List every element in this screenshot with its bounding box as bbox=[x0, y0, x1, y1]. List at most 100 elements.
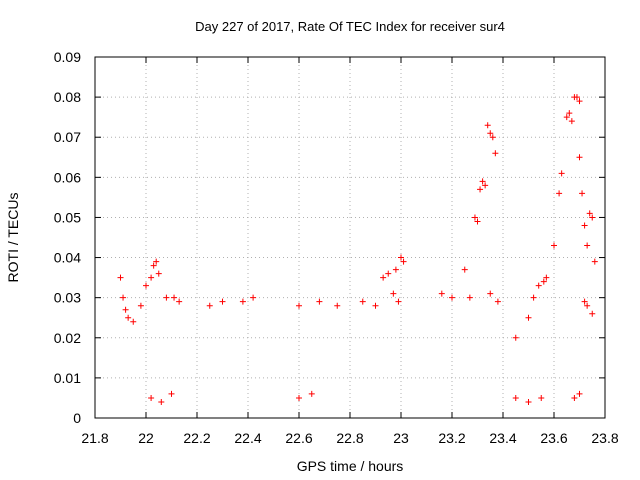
data-point bbox=[449, 294, 455, 301]
data-point bbox=[148, 274, 155, 281]
x-tick-label: 22 bbox=[138, 430, 154, 446]
data-point bbox=[239, 298, 246, 305]
data-point bbox=[176, 298, 183, 305]
data-point bbox=[484, 122, 491, 129]
data-point bbox=[206, 302, 213, 309]
data-point bbox=[571, 394, 578, 401]
data-point bbox=[372, 302, 379, 309]
data-point bbox=[398, 254, 404, 261]
y-tick-label: 0 bbox=[73, 410, 81, 426]
y-tick-label: 0.06 bbox=[54, 169, 81, 185]
data-point bbox=[385, 270, 392, 277]
data-point bbox=[359, 298, 366, 305]
data-point bbox=[296, 302, 302, 309]
x-axis-label: GPS time / hours bbox=[297, 458, 404, 474]
x-tick-label: 23.4 bbox=[489, 430, 516, 446]
data-point bbox=[492, 150, 499, 157]
data-point bbox=[512, 394, 519, 401]
data-point bbox=[581, 298, 588, 305]
data-point bbox=[576, 154, 583, 161]
data-point bbox=[558, 170, 565, 177]
data-point bbox=[568, 118, 575, 125]
x-tick-label: 23.2 bbox=[438, 430, 465, 446]
data-point bbox=[125, 314, 132, 321]
data-point bbox=[148, 394, 155, 401]
data-point bbox=[573, 94, 580, 101]
data-point bbox=[308, 390, 315, 397]
data-point bbox=[551, 242, 557, 249]
data-point bbox=[563, 114, 570, 121]
data-point bbox=[538, 394, 545, 401]
y-tick-label: 0.04 bbox=[54, 250, 81, 266]
data-point bbox=[494, 298, 501, 305]
data-point bbox=[535, 282, 542, 289]
y-tick-labels: 0 0.01 0.02 0.03 0.04 0.05 0.06 0.07 0.08 0.09 bbox=[54, 49, 81, 426]
y-tick-label: 0.09 bbox=[54, 49, 81, 65]
y-tick-label: 0.03 bbox=[54, 290, 81, 306]
data-point bbox=[155, 270, 162, 277]
data-point bbox=[540, 278, 547, 285]
y-tick-label: 0.08 bbox=[54, 89, 81, 105]
data-point bbox=[525, 314, 532, 321]
data-point bbox=[589, 310, 596, 317]
data-point bbox=[392, 266, 399, 273]
data-point bbox=[581, 222, 588, 229]
data-point bbox=[130, 318, 137, 325]
x-tick-label: 23.6 bbox=[540, 430, 567, 446]
data-point bbox=[474, 218, 481, 225]
data-point bbox=[466, 294, 473, 301]
data-point bbox=[296, 394, 302, 401]
axis-ticks bbox=[94, 56, 606, 419]
x-tick-label: 22.4 bbox=[234, 430, 261, 446]
data-point bbox=[556, 190, 563, 197]
y-tick-label: 0.02 bbox=[54, 330, 81, 346]
data-point bbox=[482, 182, 489, 189]
data-point bbox=[153, 258, 160, 265]
data-point bbox=[487, 290, 494, 297]
data-point bbox=[137, 302, 144, 309]
x-tick-label: 23.8 bbox=[591, 430, 618, 446]
data-point bbox=[487, 130, 494, 137]
x-tick-label: 22.6 bbox=[285, 430, 312, 446]
data-point bbox=[316, 298, 323, 305]
data-point bbox=[566, 110, 573, 117]
data-point bbox=[334, 302, 341, 309]
data-point bbox=[143, 282, 149, 289]
x-tick-labels: 21.8 22 22.2 22.4 22.6 22.8 23 23.2 23.4 23.6 23.8 bbox=[81, 430, 618, 446]
y-axis-label: ROTI / TECUs bbox=[5, 193, 21, 283]
data-point bbox=[163, 294, 170, 301]
y-tick-label: 0.05 bbox=[54, 209, 81, 225]
data-point bbox=[591, 258, 598, 265]
data-point bbox=[380, 274, 387, 281]
grid-lines bbox=[95, 57, 605, 418]
data-point bbox=[461, 266, 468, 273]
data-point bbox=[525, 398, 532, 405]
data-point bbox=[530, 294, 537, 301]
data-point bbox=[586, 210, 593, 217]
data-point bbox=[471, 214, 478, 221]
data-point bbox=[168, 390, 175, 397]
data-point bbox=[584, 302, 591, 309]
data-point bbox=[395, 298, 402, 305]
data-point bbox=[479, 178, 486, 185]
data-point bbox=[400, 258, 407, 265]
data-point bbox=[158, 398, 165, 405]
data-point bbox=[438, 290, 445, 297]
data-points bbox=[117, 94, 598, 405]
data-point bbox=[219, 298, 226, 305]
data-point bbox=[250, 294, 257, 301]
x-tick-label: 23 bbox=[393, 430, 409, 446]
y-tick-label: 0.01 bbox=[54, 370, 81, 386]
x-tick-label: 22.8 bbox=[336, 430, 363, 446]
chart-title: Day 227 of 2017, Rate Of TEC Index for r… bbox=[195, 19, 505, 34]
data-point bbox=[477, 186, 484, 193]
data-point bbox=[120, 294, 127, 301]
data-point bbox=[489, 134, 496, 141]
data-point bbox=[576, 98, 583, 105]
data-point bbox=[576, 390, 583, 397]
data-point bbox=[117, 274, 124, 281]
data-point bbox=[150, 262, 157, 269]
data-point bbox=[579, 190, 586, 197]
y-tick-label: 0.07 bbox=[54, 129, 81, 145]
